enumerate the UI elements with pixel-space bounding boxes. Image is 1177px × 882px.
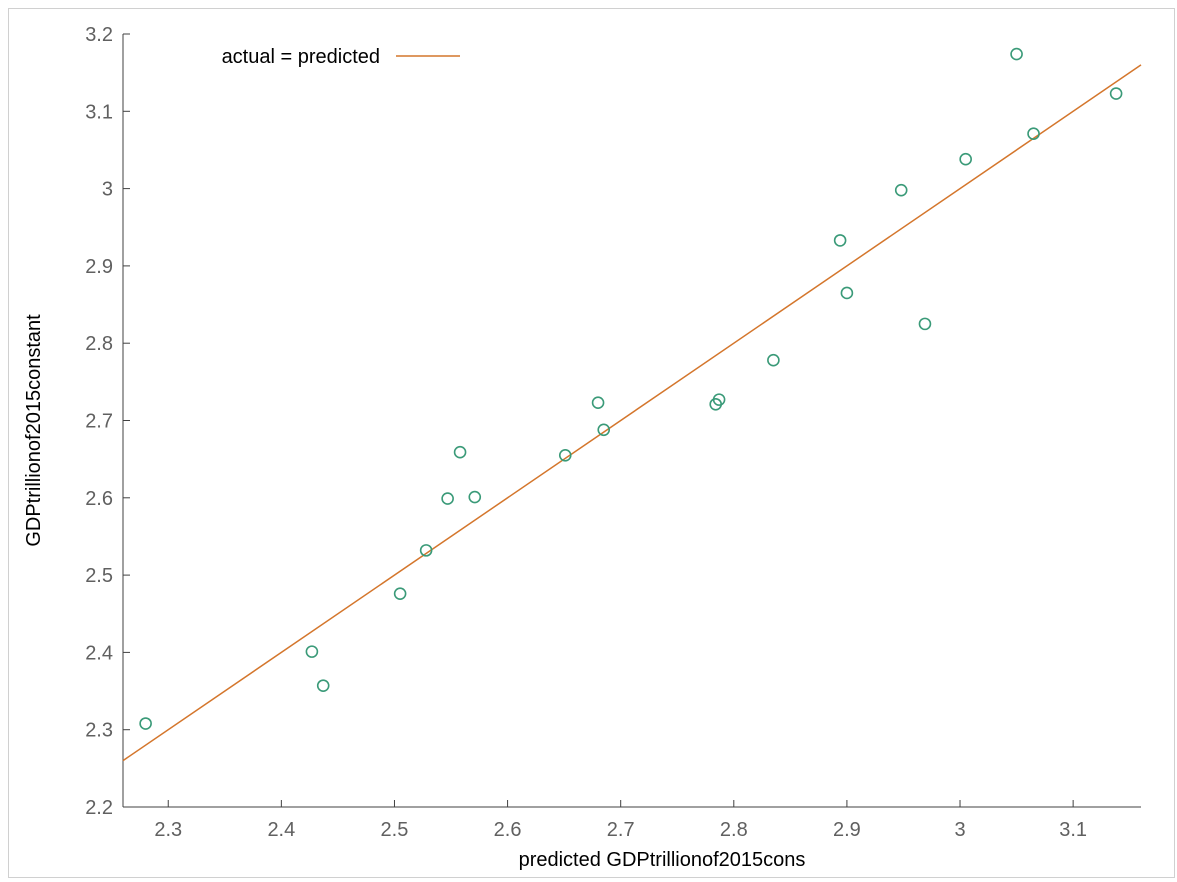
x-tick-label: 3.1 bbox=[1059, 819, 1087, 841]
x-tick-label: 2.6 bbox=[494, 819, 522, 841]
y-tick-label: 2.8 bbox=[85, 333, 113, 355]
data-point bbox=[591, 396, 605, 410]
data-point bbox=[712, 393, 726, 406]
y-axis-title: GDPtrillionof2015constant bbox=[23, 314, 45, 547]
data-point bbox=[441, 492, 454, 505]
data-point bbox=[597, 423, 611, 437]
data-point bbox=[558, 448, 572, 462]
data-point bbox=[1027, 127, 1040, 141]
data-point bbox=[767, 353, 780, 367]
data-point bbox=[139, 717, 152, 730]
data-point bbox=[918, 317, 932, 331]
data-point bbox=[453, 445, 467, 459]
data-point bbox=[393, 587, 407, 600]
data-point bbox=[833, 234, 847, 247]
y-tick-label: 2.2 bbox=[85, 797, 113, 819]
x-tick-label: 2.3 bbox=[154, 819, 182, 841]
y-tick-label: 2.9 bbox=[85, 256, 113, 278]
data-point bbox=[468, 490, 482, 504]
x-tick-label: 2.8 bbox=[720, 819, 748, 841]
chart-frame bbox=[8, 8, 1175, 878]
x-tick-label: 2.5 bbox=[381, 819, 409, 841]
y-tick-label: 3 bbox=[102, 179, 113, 201]
data-point bbox=[316, 679, 330, 692]
x-tick-label: 3 bbox=[954, 819, 965, 841]
x-tick-label: 2.9 bbox=[833, 819, 861, 841]
y-tick-label: 2.3 bbox=[85, 720, 113, 742]
data-point bbox=[305, 645, 319, 658]
y-tick-label: 2.5 bbox=[85, 565, 113, 587]
x-tick-label: 2.7 bbox=[607, 819, 635, 841]
y-tick-label: 2.7 bbox=[85, 411, 113, 433]
y-tick-label: 3.2 bbox=[85, 24, 113, 46]
data-point bbox=[1010, 47, 1023, 61]
y-tick-label: 2.4 bbox=[85, 642, 113, 664]
data-point bbox=[894, 183, 908, 197]
data-point bbox=[419, 544, 433, 557]
series-line-actual-equals-predicted bbox=[122, 64, 1142, 762]
data-point bbox=[1109, 87, 1123, 100]
x-axis-title: predicted GDPtrillionof2015cons bbox=[519, 849, 806, 871]
y-tick-label: 3.1 bbox=[85, 101, 113, 123]
data-point bbox=[840, 286, 854, 300]
data-point bbox=[959, 152, 972, 166]
legend-label: actual = predicted bbox=[222, 46, 380, 68]
y-tick-label: 2.6 bbox=[85, 488, 113, 510]
x-tick-label: 2.4 bbox=[267, 819, 295, 841]
